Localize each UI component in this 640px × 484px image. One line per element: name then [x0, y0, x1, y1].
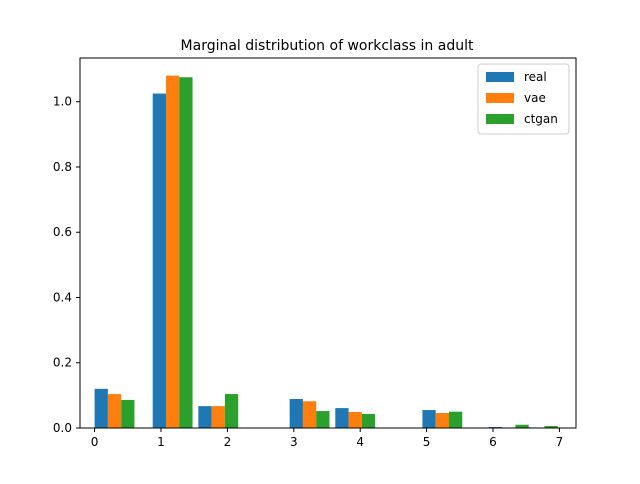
- chart-title: Marginal distribution of workclass in ad…: [181, 38, 474, 54]
- x-tick-label: 4: [356, 435, 364, 449]
- bar-real-2: [198, 406, 211, 428]
- bar-vae-2: [212, 406, 225, 428]
- bar-real-5: [422, 410, 435, 428]
- x-tick-label: 3: [290, 435, 298, 449]
- bar-vae-5: [436, 413, 449, 428]
- bar-ctgan-2: [225, 394, 238, 428]
- bar-vae-0: [108, 394, 121, 428]
- y-tick-label: 0.6: [53, 225, 72, 239]
- y-axis: 0.0 0.2 0.4 0.6 0.8 1.0: [53, 95, 80, 435]
- bar-real-4: [335, 408, 348, 428]
- legend-label-real: real: [524, 70, 547, 84]
- bar-vae-3: [303, 401, 316, 428]
- x-tick-label: 0: [91, 435, 99, 449]
- bar-ctgan-5: [449, 412, 462, 428]
- x-tick-label: 6: [489, 435, 497, 449]
- legend-swatch-real: [486, 72, 514, 82]
- bar-ctgan-4: [362, 414, 375, 428]
- x-tick-label: 1: [157, 435, 165, 449]
- y-tick-label: 0.2: [53, 356, 72, 370]
- bar-real-0: [95, 389, 108, 428]
- legend-label-vae: vae: [524, 91, 546, 105]
- y-tick-label: 0.8: [53, 160, 72, 174]
- bar-ctgan-0: [121, 400, 134, 428]
- legend-swatch-ctgan: [486, 114, 514, 124]
- bar-real-3: [290, 399, 303, 428]
- bar-vae-1: [166, 76, 179, 428]
- bar-ctgan-1: [179, 77, 192, 428]
- x-tick-label: 5: [423, 435, 431, 449]
- y-tick-label: 1.0: [53, 95, 72, 109]
- legend-swatch-vae: [486, 93, 514, 103]
- legend-label-ctgan: ctgan: [524, 112, 558, 126]
- x-tick-label: 2: [224, 435, 232, 449]
- x-tick-label: 7: [556, 435, 564, 449]
- bar-real-1: [153, 94, 166, 428]
- bar-ctgan-3: [316, 411, 329, 428]
- x-axis: 0 1 2 3 4 5 6 7: [91, 428, 563, 449]
- y-tick-label: 0.4: [53, 290, 72, 304]
- y-tick-label: 0.0: [53, 421, 72, 435]
- legend: real vae ctgan: [478, 64, 569, 134]
- bar-vae-4: [349, 412, 362, 428]
